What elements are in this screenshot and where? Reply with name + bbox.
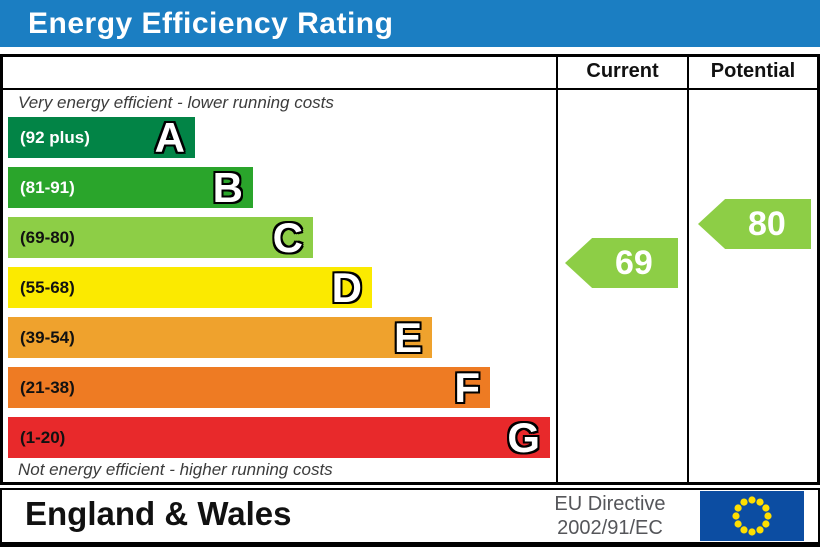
band-e-range: (39-54) bbox=[20, 327, 75, 347]
eu-directive-text: EU Directive 2002/91/EC bbox=[525, 492, 695, 540]
column-divider-current bbox=[556, 54, 558, 485]
band-f-range: (21-38) bbox=[20, 377, 75, 397]
header-row-divider bbox=[3, 88, 817, 90]
band-c-range: (69-80) bbox=[20, 227, 75, 247]
eu-directive-line2: 2002/91/EC bbox=[557, 517, 663, 539]
potential-rating-value: 80 bbox=[748, 204, 786, 243]
band-e-letter: E bbox=[393, 314, 422, 361]
band-a-range: (92 plus) bbox=[20, 127, 90, 147]
band-c-letter: C bbox=[272, 214, 303, 261]
bottom-note: Not energy efficient - higher running co… bbox=[18, 460, 333, 479]
column-header-potential: Potential bbox=[710, 60, 796, 82]
band-g: (1-20) G bbox=[8, 414, 550, 461]
current-rating-arrow: 69 bbox=[565, 238, 678, 288]
column-header-current: Current bbox=[586, 60, 659, 82]
band-b-letter: B bbox=[212, 164, 243, 211]
band-d-range: (55-68) bbox=[20, 277, 75, 297]
band-c: (69-80) C bbox=[8, 214, 313, 261]
band-f: (21-38) F bbox=[8, 364, 490, 411]
band-b: (81-91) B bbox=[8, 164, 253, 211]
band-b-range: (81-91) bbox=[20, 177, 75, 197]
band-g-range: (1-20) bbox=[20, 427, 66, 447]
band-a-letter: A bbox=[154, 114, 185, 161]
band-d-letter: D bbox=[331, 264, 362, 311]
potential-rating-arrow: 80 bbox=[698, 199, 811, 249]
current-rating-value: 69 bbox=[615, 243, 653, 282]
band-g-letter: G bbox=[507, 414, 540, 461]
eu-flag-icon bbox=[700, 491, 804, 541]
eu-directive-line1: EU Directive bbox=[554, 493, 666, 515]
band-e: (39-54) E bbox=[8, 314, 432, 361]
top-note: Very energy efficient - lower running co… bbox=[18, 93, 334, 112]
page-title: Energy Efficiency Rating bbox=[28, 6, 394, 40]
band-f-letter: F bbox=[454, 364, 480, 411]
region-label: England & Wales bbox=[25, 495, 292, 532]
footer-bar bbox=[0, 488, 820, 547]
band-a: (92 plus) A bbox=[8, 114, 195, 161]
title-bar: Energy Efficiency Rating bbox=[0, 0, 820, 47]
column-divider-potential bbox=[687, 54, 689, 485]
band-d: (55-68) D bbox=[8, 264, 372, 311]
